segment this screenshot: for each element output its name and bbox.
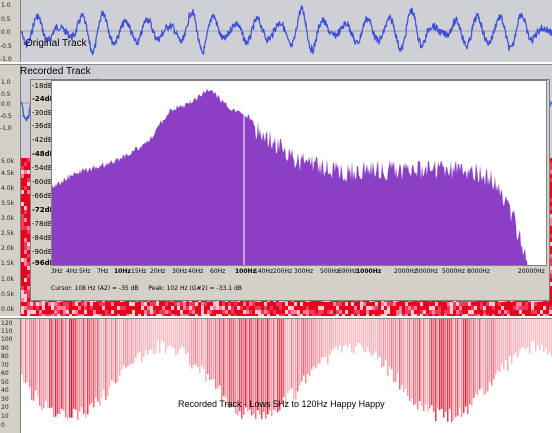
freq-label: 60Hz	[210, 268, 225, 275]
ruler-tick: -1.0	[0, 56, 12, 63]
ruler-tick: -0.5	[0, 43, 12, 50]
freq-label: 5000Hz	[442, 268, 465, 275]
ruler-tick: 0.0	[1, 101, 11, 108]
db-label: -18dB	[32, 82, 53, 90]
freq-label: 2000Hz	[394, 268, 417, 275]
freq-label: 5Hz	[79, 268, 90, 275]
db-label: -84dB	[32, 234, 53, 242]
ruler-tick: -0.5	[0, 113, 12, 120]
recorded-track-title: Recorded Track	[20, 66, 91, 77]
spectrogram-lower[interactable]	[21, 319, 552, 433]
db-label: -60dB	[32, 178, 53, 186]
freq-label: 15Hz	[131, 268, 146, 275]
ruler-tick: 3.0k	[1, 215, 14, 222]
freq-label: 20000Hz	[518, 268, 545, 275]
db-label: -90dB	[32, 248, 53, 256]
freq-label: 20Hz	[150, 268, 165, 275]
freq-label: 8000Hz	[467, 268, 490, 275]
status-bar: Cursor: 108 Hz (A2) = -35 dB Peak: 102 H…	[51, 285, 547, 297]
db-label: -30dB	[32, 109, 53, 117]
db-axis: -18dB -24dB -30dB -36dB -42dB -48dB -54d…	[31, 80, 50, 270]
frequency-axis: 3Hz 4Hz 5Hz 7Hz 10Hz 15Hz 20Hz 30Hz 40Hz…	[51, 268, 547, 278]
peak-readout: Peak: 102 Hz (G#2) = -33.1 dB	[148, 285, 241, 292]
spectrum-plot[interactable]	[51, 80, 547, 266]
freq-label: 30Hz	[172, 268, 187, 275]
freq-label: 500Hz	[320, 268, 339, 275]
ruler-tick: 110	[1, 328, 12, 335]
ruler-tick: 0.5k	[1, 291, 14, 298]
db-label: -66dB	[32, 192, 53, 200]
ruler-tick: 60	[1, 370, 9, 377]
freq-label: 300Hz	[294, 268, 313, 275]
ruler-tick: 0.5	[1, 91, 11, 98]
freq-label: 3Hz	[51, 268, 62, 275]
ruler-tick: 0.5	[1, 16, 11, 23]
freq-label: 200Hz	[273, 268, 292, 275]
ruler-tick: 1.0	[1, 79, 11, 86]
original-track[interactable]: 1.0 0.5 0.0 -0.5 -1.0 Original Track	[0, 0, 552, 62]
ruler-tick: 1.0k	[1, 276, 14, 283]
spectrogram-ruler: 5.0k 4.5k 4.0k 3.5k 3.0k 2.5k 2.0k 1.5k …	[0, 158, 21, 316]
ruler-tick: 4.5k	[1, 170, 14, 177]
freq-label: 3000Hz	[415, 268, 438, 275]
spectrogram-low-ruler: 120 110 100 90 80 70 60 50 40 30 20 10 0	[0, 319, 21, 433]
ruler-tick: 80	[1, 353, 9, 360]
ruler-tick: 90	[1, 345, 9, 352]
recorded-track-ruler: 1.0 0.5 0.0 -0.5 -1.0	[0, 65, 21, 159]
ruler-tick: 5.0k	[1, 158, 14, 165]
db-label: -42dB	[32, 136, 53, 144]
ruler-tick: 2.0k	[1, 245, 14, 252]
original-track-title: Original Track	[25, 38, 87, 49]
ruler-tick: 0.0k	[1, 306, 14, 313]
ruler-tick: 40	[1, 387, 9, 394]
freq-label: 4Hz	[66, 268, 77, 275]
ruler-tick: 0.0	[1, 29, 11, 36]
db-label: -36dB	[32, 122, 53, 130]
ruler-tick: 20	[1, 404, 9, 411]
ruler-tick: 50	[1, 379, 9, 386]
db-label: -54dB	[32, 164, 53, 172]
spectrogram-low-track[interactable]: 120 110 100 90 80 70 60 50 40 30 20 10 0…	[0, 318, 552, 433]
freq-label: 7Hz	[97, 268, 108, 275]
ruler-tick: 100	[1, 336, 12, 343]
ruler-tick: -1.0	[0, 125, 12, 132]
freq-label: 100Hz	[235, 268, 256, 275]
frequency-analysis-window[interactable]: -18dB -24dB -30dB -36dB -42dB -48dB -54d…	[30, 79, 550, 301]
ruler-tick: 4.0k	[1, 185, 14, 192]
freq-label: 40Hz	[188, 268, 203, 275]
freq-label: 140Hz	[254, 268, 273, 275]
ruler-tick: 3.5k	[1, 200, 14, 207]
ruler-tick: 1.5k	[1, 260, 14, 267]
ruler-tick: 2.5k	[1, 230, 14, 237]
db-label: -78dB	[32, 220, 53, 228]
ruler-tick: 0	[1, 422, 5, 429]
ruler-tick: 120	[1, 320, 12, 327]
freq-label: 690Hz	[338, 268, 357, 275]
spectrogram-caption: Recorded Track - Lows 5Hz to 120Hz Happy…	[178, 399, 385, 409]
ruler-tick: 30	[1, 396, 9, 403]
freq-label: 10Hz	[114, 268, 131, 275]
ruler-tick: 1.0	[1, 2, 11, 9]
ruler-tick: 10	[1, 413, 9, 420]
freq-label: 1000Hz	[356, 268, 381, 275]
original-track-ruler: 1.0 0.5 0.0 -0.5 -1.0	[0, 0, 21, 62]
original-track-waveform[interactable]	[21, 0, 552, 62]
cursor-readout: Cursor: 108 Hz (A2) = -35 dB	[51, 285, 139, 292]
ruler-tick: 70	[1, 362, 9, 369]
